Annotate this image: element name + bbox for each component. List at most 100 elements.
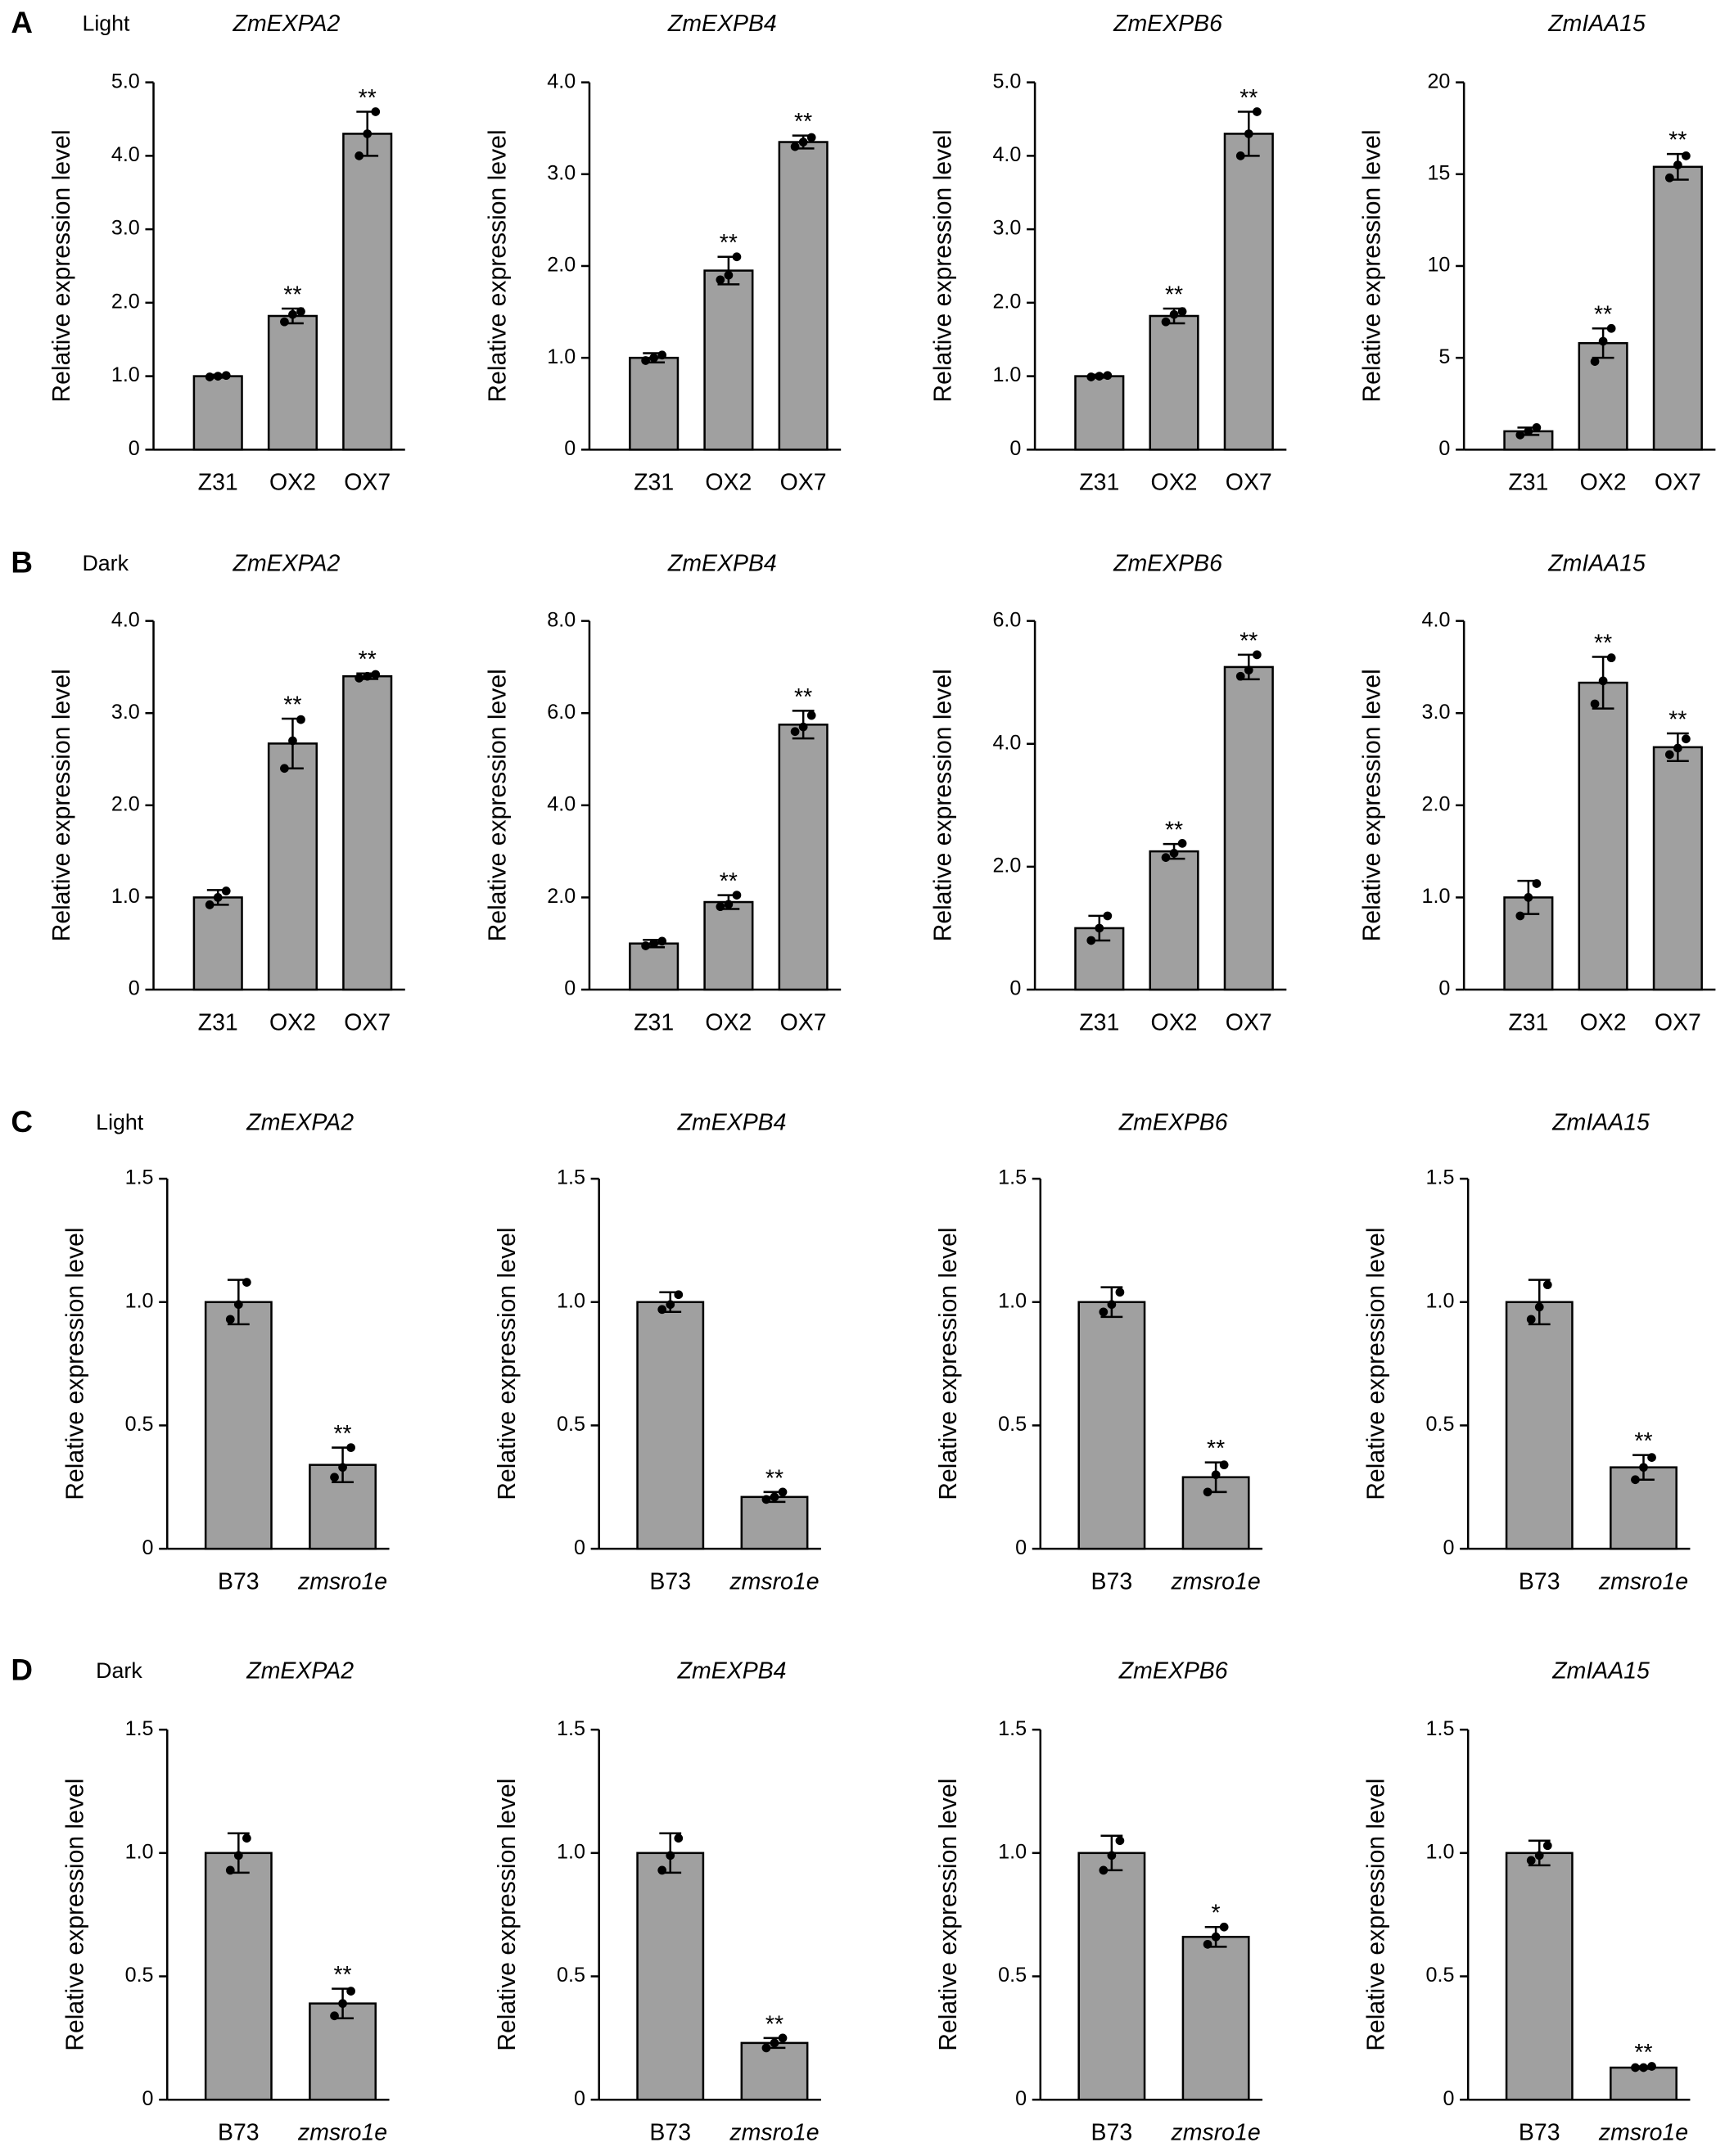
y-axis-label: Relative expression level: [1359, 669, 1386, 941]
significance-label: **: [1240, 85, 1258, 111]
y-tick-label: 1.5: [998, 1717, 1027, 1740]
data-point: [641, 356, 650, 365]
data-point: [1542, 1280, 1552, 1290]
bar: [740, 1495, 809, 1550]
y-tick-label: 0: [1015, 2087, 1027, 2110]
data-point: [1515, 431, 1525, 440]
y-tick-label: 1.5: [1426, 1166, 1455, 1189]
data-point: [1095, 923, 1104, 933]
x-tick-label: OX2: [269, 470, 316, 496]
y-tick-label: 0: [129, 977, 140, 1000]
y-tick-label: 1.0: [125, 1289, 154, 1312]
y-tick-label: 1.0: [1422, 885, 1451, 908]
data-point: [296, 715, 305, 724]
y-tick-label: 3.0: [992, 217, 1021, 240]
y-tick-label: 0: [1438, 437, 1450, 460]
data-point: [233, 1851, 243, 1861]
chart-title: ZmEXPB4: [677, 1658, 787, 1684]
data-point: [1631, 2063, 1640, 2073]
x-tick-label: zmsro1e: [297, 2120, 387, 2146]
x-tick-label: zmsro1e: [1171, 1568, 1261, 1594]
bar: [1652, 746, 1703, 991]
bar: [636, 1852, 705, 2101]
significance-label: **: [1594, 302, 1612, 328]
x-tick-label: Z31: [1079, 1009, 1119, 1035]
bar: [342, 674, 393, 991]
y-tick-label: 2.0: [547, 885, 576, 908]
condition-label: Light: [96, 1110, 144, 1134]
data-point: [354, 151, 364, 160]
data-point: [1211, 1932, 1221, 1942]
y-tick-label: 8.0: [547, 608, 576, 631]
chart-title: ZmEXPB6: [1113, 11, 1222, 37]
x-tick-label: OX7: [1226, 470, 1272, 496]
x-tick-label: B73: [1091, 1568, 1133, 1594]
panel-label: D: [11, 1653, 33, 1687]
y-tick-label: 4.0: [547, 70, 576, 92]
y-tick-label: 1.0: [1426, 1289, 1455, 1312]
chart-title: ZmEXPB4: [667, 11, 777, 37]
x-tick-label: OX2: [705, 1009, 752, 1035]
data-point: [1107, 1300, 1117, 1310]
bar: [204, 1301, 273, 1550]
chart-title: ZmEXPB6: [1118, 1110, 1228, 1136]
chart-title: ZmEXPA2: [233, 11, 341, 37]
y-axis-label: Relative expression level: [62, 1227, 89, 1500]
data-point: [296, 307, 305, 316]
bar: [1505, 1301, 1574, 1550]
data-point: [330, 2011, 339, 2021]
panel-label: C: [11, 1105, 33, 1139]
data-point: [1219, 1922, 1229, 1932]
y-tick-label: 1.0: [998, 1840, 1027, 1863]
data-point: [363, 671, 373, 681]
y-tick-label: 5.0: [992, 70, 1021, 92]
x-tick-label: OX7: [1226, 1009, 1272, 1035]
data-point: [338, 1463, 347, 1473]
data-point: [1211, 1470, 1221, 1480]
y-tick-label: 4.0: [111, 143, 140, 166]
bar: [1223, 665, 1274, 991]
significance-label: **: [720, 230, 738, 256]
bar: [1652, 165, 1703, 451]
significance-label: **: [333, 1421, 351, 1447]
bar: [629, 942, 680, 991]
bar: [192, 896, 243, 991]
data-point: [1590, 699, 1600, 709]
y-axis-label: Relative expression level: [935, 1779, 962, 2051]
significance-label: **: [1669, 706, 1687, 733]
data-point: [205, 372, 214, 381]
data-point: [1647, 2062, 1656, 2071]
data-point: [778, 2033, 788, 2043]
data-point: [1524, 426, 1533, 436]
bar: [267, 314, 318, 451]
y-tick-label: 5.0: [111, 70, 140, 92]
y-tick-label: 1.5: [1426, 1717, 1455, 1740]
y-tick-label: 0: [1015, 1536, 1027, 1559]
data-point: [657, 350, 667, 360]
data-point: [338, 1999, 347, 2009]
y-tick-label: 2.0: [992, 290, 1021, 313]
error-bar: [1528, 1279, 1551, 1326]
y-tick-label: 1.5: [557, 1166, 585, 1189]
data-point: [1534, 1302, 1544, 1312]
y-tick-label: 1.0: [557, 1840, 585, 1863]
data-point: [1086, 936, 1096, 945]
y-tick-label: 3.0: [111, 701, 140, 724]
x-tick-label: OX2: [1580, 470, 1627, 496]
data-point: [280, 764, 289, 774]
data-point: [1524, 893, 1533, 902]
data-point: [1664, 173, 1674, 183]
bar: [1578, 341, 1628, 451]
bar: [1074, 375, 1125, 451]
y-tick-label: 0.5: [125, 1964, 154, 1987]
x-tick-label: OX7: [1655, 1009, 1701, 1035]
y-tick-label: 0.5: [557, 1964, 585, 1987]
data-point: [1244, 665, 1253, 675]
x-tick-label: OX7: [344, 1009, 391, 1035]
y-axis-label: Relative expression level: [1359, 129, 1386, 402]
data-point: [280, 317, 289, 327]
y-tick-label: 0: [1438, 977, 1450, 1000]
data-point: [1161, 317, 1171, 327]
significance-label: **: [794, 109, 812, 135]
